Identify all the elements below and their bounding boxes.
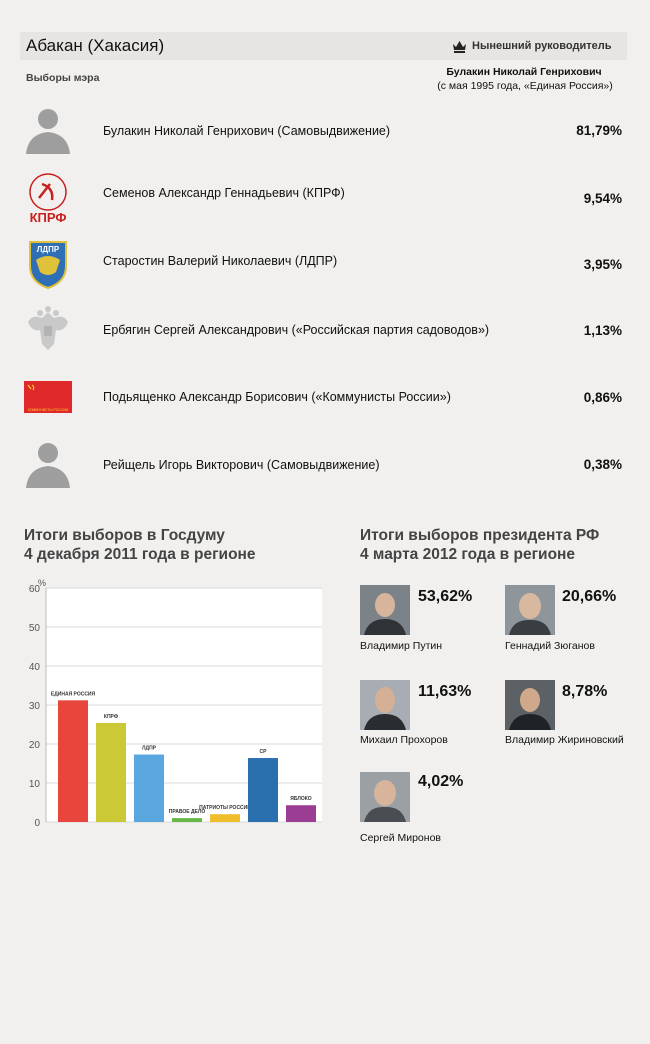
president-name: Сергей Миронов — [360, 832, 441, 844]
candidate-row: Рейщель Игорь Викторович (Самовыдвижение… — [0, 438, 650, 498]
candidate-row: ЛДПР Старостин Валерий Николаевич (ЛДПР)… — [0, 238, 650, 298]
candidate-name: Старостин Валерий Николаевич (ЛДПР) — [103, 254, 338, 268]
portrait-icon — [360, 772, 410, 822]
y-tick-label: 0 — [34, 818, 40, 828]
red-flag-text: КОММУНИСТЫ РОССИИ — [28, 408, 69, 412]
candidate-percent: 1,13% — [583, 323, 622, 338]
president-section-title: Итоги выборов президента РФ 4 марта 2012… — [360, 526, 599, 564]
bar — [172, 818, 202, 822]
president-name: Геннадий Зюганов — [505, 640, 595, 652]
candidate-name: Булакин Николай Генрихович (Самовыдвижен… — [103, 124, 391, 138]
president-percent: 4,02% — [418, 773, 464, 790]
bar — [248, 758, 278, 822]
bar — [210, 814, 240, 822]
candidate-name: Ербягин Сергей Александрович («Российска… — [103, 323, 490, 337]
portrait-icon — [505, 680, 555, 730]
candidate-photo — [360, 680, 410, 730]
kprf-logo-text: КПРФ — [30, 210, 67, 224]
current-leader-label: Нынешний руководитель — [472, 40, 612, 52]
portrait-icon — [360, 680, 410, 730]
president-name: Владимир Путин — [360, 640, 443, 652]
party-logo-label: ПРАВОЕ ДЕЛО — [169, 809, 206, 815]
candidate-percent: 9,54% — [583, 191, 622, 206]
president-percent: 8,78% — [562, 683, 608, 700]
ldpr-logo-text: ЛДПР — [37, 245, 60, 254]
current-leader-name: Булакин Николай Генрихович — [446, 66, 602, 78]
election-subtitle: Выборы мэра — [26, 72, 100, 84]
y-tick-label: 20 — [29, 740, 41, 751]
party-logo-label: СР — [260, 749, 268, 755]
candidate-photo — [505, 680, 555, 730]
person-silhouette-icon — [26, 109, 70, 154]
y-tick-label: 40 — [29, 662, 41, 673]
portrait-icon — [505, 585, 555, 635]
portrait-icon — [360, 585, 410, 635]
person-silhouette-icon — [26, 443, 70, 488]
party-logo-label: ЯБЛОКО — [290, 796, 312, 802]
president-name: Владимир Жириновский — [505, 734, 624, 746]
y-tick-label: 50 — [29, 623, 41, 634]
candidate-row: КОММУНИСТЫ РОССИИ Подьященко Александр Б… — [0, 371, 650, 431]
party-logo-label: КПРФ — [104, 714, 119, 720]
current-leader-term: (с мая 1995 года, «Единая Россия») — [437, 80, 613, 92]
party-logo-label: ЛДПР — [142, 746, 157, 752]
y-tick-label: 10 — [29, 779, 41, 790]
header-bar — [20, 32, 627, 60]
president-title-line2: 4 марта 2012 года в регионе — [360, 546, 576, 563]
y-tick-label: 30 — [29, 701, 41, 712]
duma-section-title: Итоги выборов в Госдуму 4 декабря 2011 г… — [24, 526, 256, 564]
candidate-percent: 0,38% — [583, 457, 622, 472]
ldpr-logo-icon: ЛДПР — [29, 241, 67, 290]
coat-of-arms-icon — [28, 306, 68, 350]
president-percent: 11,63% — [418, 683, 472, 700]
bar — [286, 805, 316, 822]
president-title-line1: Итоги выборов президента РФ — [360, 527, 600, 544]
y-tick-label: 60 — [29, 584, 41, 595]
city-title: Абакан (Хакасия) — [26, 36, 165, 55]
president-percent: 53,62% — [418, 588, 473, 605]
bar — [96, 722, 126, 822]
bar — [134, 754, 164, 822]
party-logo-label: ЕДИНАЯ РОССИЯ — [51, 691, 96, 697]
candidate-percent: 81,79% — [576, 123, 622, 138]
duma-title-line1: Итоги выборов в Госдуму — [24, 527, 225, 544]
candidate-name: Подьященко Александр Борисович («Коммуни… — [103, 390, 451, 404]
party-logo-label: ПАТРИОТЫ РОССИИ — [199, 805, 251, 811]
crown-icon — [453, 41, 466, 53]
bar — [58, 700, 88, 822]
candidate-name: Рейщель Игорь Викторович (Самовыдвижение… — [103, 458, 380, 472]
kprf-logo-icon: КПРФ — [29, 173, 67, 224]
duma-title-line2: 4 декабря 2011 года в регионе — [24, 546, 256, 563]
candidate-row: Булакин Николай Генрихович (Самовыдвижен… — [0, 104, 650, 164]
candidate-photo — [360, 585, 410, 635]
candidate-row: Ербягин Сергей Александрович («Российска… — [0, 304, 650, 364]
president-percent: 20,66% — [562, 588, 617, 605]
red-flag-icon: КОММУНИСТЫ РОССИИ — [24, 381, 72, 413]
candidate-percent: 3,95% — [583, 257, 622, 272]
candidate-percent: 0,86% — [583, 390, 622, 405]
candidate-row: КПРФ Семенов Александр Геннадьевич (КПРФ… — [0, 172, 650, 232]
candidate-photo — [360, 772, 410, 822]
president-name: Михаил Прохоров — [360, 734, 448, 746]
candidate-name: Семенов Александр Геннадьевич (КПРФ) — [103, 186, 345, 200]
candidate-photo — [505, 585, 555, 635]
y-axis-unit-label: % — [38, 578, 46, 588]
